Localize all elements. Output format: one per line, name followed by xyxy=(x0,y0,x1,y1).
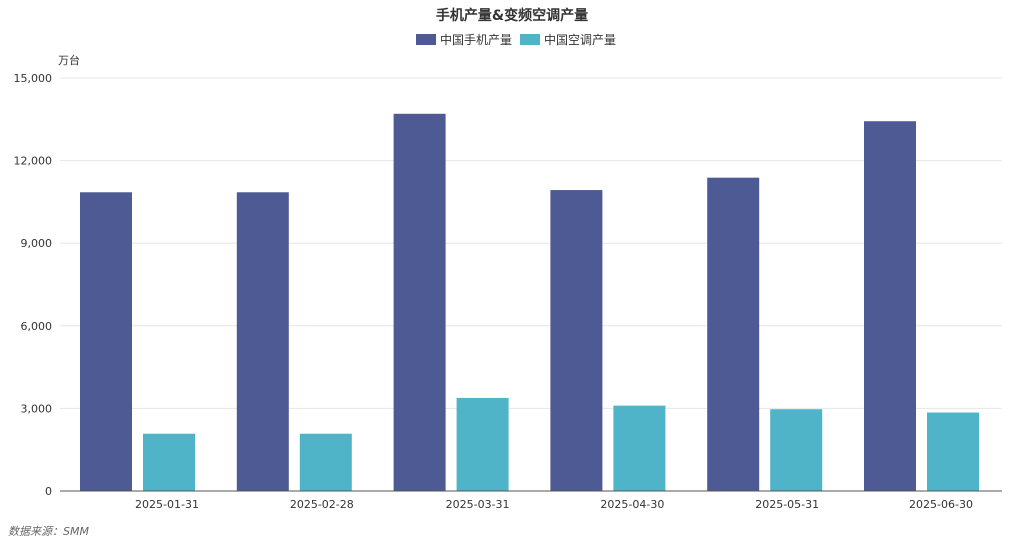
legend-label-phone: 中国手机产量 xyxy=(440,32,512,47)
bar-ac-output xyxy=(613,405,666,491)
legend-swatch-phone xyxy=(416,34,436,45)
x-tick-label: 2025-02-28 xyxy=(290,498,354,511)
bar-phone-output xyxy=(550,190,603,491)
bar-phone-output xyxy=(80,192,132,491)
bar-ac-output xyxy=(927,412,979,491)
bar-ac-output xyxy=(456,397,509,491)
bars xyxy=(80,113,979,492)
grid xyxy=(60,77,1002,409)
bar-ac-output xyxy=(770,409,823,491)
y-tick-label: 12,000 xyxy=(14,155,53,168)
x-tick-label: 2025-01-31 xyxy=(135,498,199,511)
legend-label-ac: 中国空调产量 xyxy=(544,32,616,47)
bar-ac-output xyxy=(299,433,352,491)
bar-phone-output xyxy=(707,177,760,492)
data-source: 数据来源：SMM xyxy=(8,525,89,538)
y-tick-label: 0 xyxy=(45,485,52,498)
legend-swatch-ac xyxy=(520,34,540,45)
x-tick-label: 2025-06-30 xyxy=(909,498,973,511)
y-tick-label: 9,000 xyxy=(21,237,53,250)
chart-title: 手机产量&变频空调产量 xyxy=(436,7,588,24)
x-tick-label: 2025-03-31 xyxy=(446,498,510,511)
bar-phone-output xyxy=(864,121,916,492)
y-tick-label: 15,000 xyxy=(14,72,53,85)
bar-ac-output xyxy=(143,433,195,491)
y-tick-label: 3,000 xyxy=(21,402,53,415)
y-axis-unit: 万台 xyxy=(58,53,80,67)
legend: 中国手机产量 中国空调产量 xyxy=(416,32,616,47)
x-axis-ticks: 2025-01-31 2025-02-28 2025-03-31 2025-04-30… xyxy=(135,498,973,511)
y-axis-ticks: 0 3,000 6,000 9,000 12,000 15,000 xyxy=(14,72,53,498)
x-tick-label: 2025-05-31 xyxy=(755,498,819,511)
bar-phone-output xyxy=(236,192,289,491)
bar-phone-output xyxy=(393,113,446,491)
y-tick-label: 6,000 xyxy=(21,320,53,333)
x-tick-label: 2025-04-30 xyxy=(600,498,664,511)
